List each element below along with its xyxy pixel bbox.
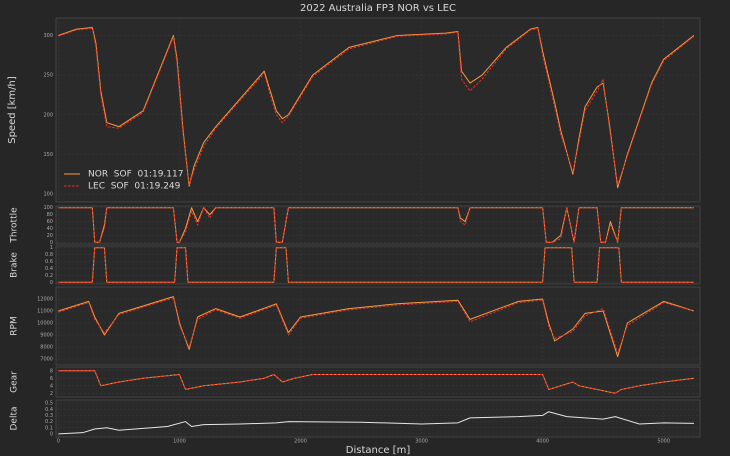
y-axis-label: Delta xyxy=(10,406,20,430)
legend-label: NOR SOF 01:19.117 xyxy=(88,170,183,180)
y-tick-label: 0 xyxy=(50,280,53,286)
y-tick-label: 12000 xyxy=(37,297,53,303)
y-tick-label: 0.5 xyxy=(45,401,53,407)
y-tick-label: 0.6 xyxy=(45,259,53,265)
y-tick-label: 7000 xyxy=(40,357,53,363)
plot-area xyxy=(55,245,701,285)
x-tick-label: 4000 xyxy=(536,439,549,445)
series-line xyxy=(58,207,694,243)
y-tick-label: 0.4 xyxy=(45,407,53,413)
plot-area xyxy=(55,205,701,245)
series-line xyxy=(58,411,694,435)
y-tick-label: 250 xyxy=(43,73,53,79)
y-axis-label: Throttle xyxy=(10,207,20,244)
y-tick-label: 20 xyxy=(47,233,53,239)
y-tick-label: 0.1 xyxy=(45,425,53,431)
chart-title: 2022 Australia FP3 NOR vs LEC xyxy=(300,3,456,14)
series-line xyxy=(58,27,695,189)
y-tick-label: 2 xyxy=(50,391,53,397)
y-tick-label: 0 xyxy=(50,240,53,246)
plot-area xyxy=(55,366,701,398)
y-tick-label: 100 xyxy=(43,205,53,211)
y-tick-label: 10000 xyxy=(37,321,53,327)
y-tick-label: 8 xyxy=(50,368,53,374)
y-axis-label: Gear xyxy=(10,371,20,393)
y-tick-label: 0.8 xyxy=(45,252,53,258)
y-tick-label: 150 xyxy=(43,152,53,158)
x-tick-label: 0 xyxy=(57,439,60,445)
y-tick-label: 6 xyxy=(50,376,53,382)
y-tick-label: 300 xyxy=(43,33,53,39)
y-tick-label: 11000 xyxy=(37,309,53,315)
series-line xyxy=(58,370,695,394)
x-tick-label: 1000 xyxy=(173,439,186,445)
y-tick-label: 0.2 xyxy=(45,273,53,279)
x-tick-label: 2000 xyxy=(294,439,307,445)
y-tick-label: 9000 xyxy=(40,333,53,339)
plot-area xyxy=(55,399,701,438)
y-axis-label: RPM xyxy=(10,316,20,335)
y-tick-label: 100 xyxy=(43,192,53,198)
series-line xyxy=(58,297,695,354)
y-tick-label: 0.3 xyxy=(45,413,53,419)
y-tick-label: 60 xyxy=(47,219,53,225)
x-tick-label: 5000 xyxy=(657,439,670,445)
y-tick-label: 4 xyxy=(50,383,53,389)
legend-label: LEC SOF 01:19.249 xyxy=(88,182,181,192)
x-axis-label: Distance [m] xyxy=(346,445,411,456)
y-tick-label: 8000 xyxy=(40,345,53,351)
series-line xyxy=(58,247,694,283)
x-tick-label: 3000 xyxy=(415,439,428,445)
y-tick-label: 0.2 xyxy=(45,419,53,425)
y-axis-label: Brake xyxy=(10,252,20,278)
series-line xyxy=(58,296,695,358)
y-tick-label: 0 xyxy=(50,431,53,437)
plot-area xyxy=(55,17,701,203)
y-tick-label: 1 xyxy=(50,245,53,251)
y-axis-label: Speed [km/h] xyxy=(7,76,18,144)
y-tick-label: 40 xyxy=(47,226,53,232)
y-tick-label: 200 xyxy=(43,112,53,118)
plot-area xyxy=(55,286,701,366)
series-line xyxy=(58,27,695,186)
y-tick-label: 80 xyxy=(47,212,53,218)
y-tick-label: 0.4 xyxy=(45,266,53,272)
